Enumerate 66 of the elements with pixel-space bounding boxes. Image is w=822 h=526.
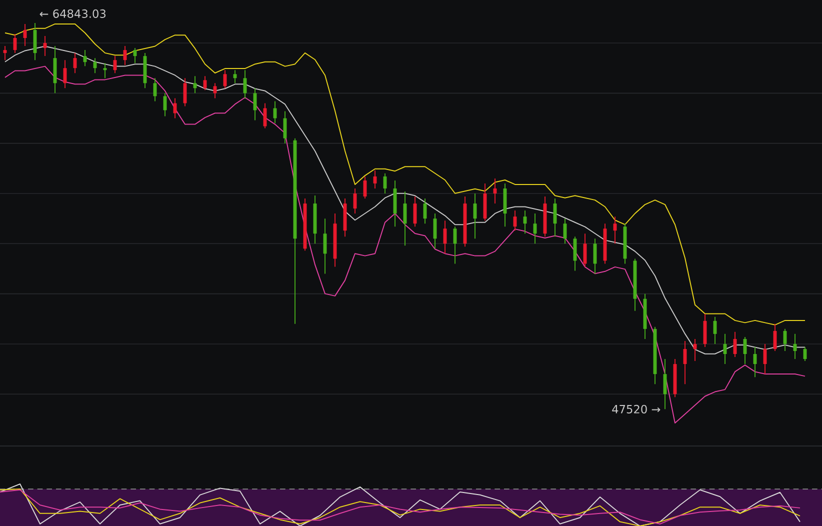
candlestick <box>323 218 327 274</box>
candlestick <box>673 358 677 398</box>
candlestick <box>683 340 687 385</box>
candlestick <box>593 238 597 274</box>
candlestick <box>573 236 577 272</box>
candlestick <box>353 188 357 214</box>
candlestick <box>733 331 737 358</box>
candlestick <box>13 34 17 54</box>
candlestick <box>413 196 417 228</box>
candlestick <box>73 52 77 74</box>
candlestick <box>383 172 387 194</box>
candlestick <box>53 46 57 94</box>
candlestick <box>363 176 367 199</box>
annotation: ← 64843.03 <box>40 9 106 18</box>
candlestick <box>163 92 167 117</box>
candlestick <box>533 213 537 244</box>
candlestick <box>713 316 717 344</box>
candlestick <box>543 196 547 238</box>
candlestick <box>553 198 557 238</box>
candlestick <box>123 46 127 66</box>
candlestick <box>743 336 747 365</box>
candlestick <box>423 198 427 224</box>
candlestick <box>633 258 637 312</box>
candlestick <box>253 88 257 121</box>
candlestick <box>343 198 347 238</box>
candlestick <box>483 182 487 222</box>
candlestick <box>623 223 627 264</box>
candlestick <box>753 346 757 378</box>
candlestick <box>333 213 337 268</box>
candlestick <box>773 323 777 352</box>
candlestick <box>783 328 787 352</box>
candlestick <box>583 233 587 268</box>
candlestick <box>563 218 567 244</box>
candlestick <box>473 193 477 240</box>
candlestick <box>173 98 177 119</box>
candlestick <box>223 70 227 89</box>
candlestick <box>273 100 277 124</box>
candlestick <box>293 138 297 324</box>
candlestick <box>803 346 807 362</box>
candlestick <box>153 78 157 102</box>
candlestick <box>183 78 187 107</box>
candlestick <box>443 220 447 254</box>
candlestick <box>603 223 607 264</box>
candlestick <box>393 180 397 228</box>
candlestick <box>313 195 317 244</box>
candlestick <box>653 326 657 385</box>
candlestick <box>643 293 647 340</box>
candlestick <box>283 110 287 144</box>
candlestick <box>243 70 247 99</box>
candlestick <box>763 344 767 375</box>
annotation: 47520 → <box>612 404 660 414</box>
candlestick <box>463 196 467 248</box>
candlestick <box>503 182 507 228</box>
candlestick <box>703 313 707 348</box>
candlestick <box>303 198 307 252</box>
candlestick <box>403 191 407 246</box>
candlestick <box>63 60 67 89</box>
candlestick <box>113 56 117 74</box>
candlestick <box>433 213 437 250</box>
candlestick <box>513 210 517 232</box>
candlestick <box>453 226 457 264</box>
candlestick <box>263 102 267 129</box>
candlestick <box>143 52 147 89</box>
candlestick <box>33 22 37 61</box>
candlestick <box>663 358 667 410</box>
candlestick <box>723 333 727 365</box>
